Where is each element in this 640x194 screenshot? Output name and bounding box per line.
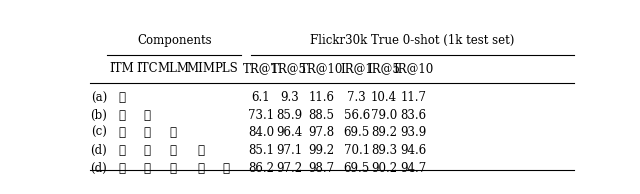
Text: (d): (d): [90, 144, 108, 157]
Text: ✓: ✓: [118, 144, 125, 157]
Text: 85.9: 85.9: [276, 109, 302, 122]
Text: 10.4: 10.4: [371, 91, 397, 105]
Text: 6.1: 6.1: [252, 91, 270, 105]
Text: (a): (a): [91, 91, 107, 105]
Text: 98.7: 98.7: [308, 162, 335, 175]
Text: 89.2: 89.2: [371, 126, 397, 139]
Text: ✓: ✓: [143, 144, 150, 157]
Text: ✓: ✓: [143, 109, 150, 122]
Text: ITC: ITC: [136, 62, 158, 75]
Text: ITM: ITM: [110, 62, 134, 75]
Text: 99.2: 99.2: [308, 144, 335, 157]
Text: Components: Components: [137, 34, 212, 47]
Text: ✓: ✓: [118, 162, 125, 175]
Text: 79.0: 79.0: [371, 109, 397, 122]
Text: 86.2: 86.2: [248, 162, 274, 175]
Text: MIM: MIM: [186, 62, 215, 75]
Text: 11.6: 11.6: [308, 91, 335, 105]
Text: IR@10: IR@10: [393, 62, 433, 75]
Text: 69.5: 69.5: [344, 162, 370, 175]
Text: ✓: ✓: [143, 126, 150, 139]
Text: 70.1: 70.1: [344, 144, 370, 157]
Text: 84.0: 84.0: [248, 126, 274, 139]
Text: 93.9: 93.9: [400, 126, 426, 139]
Text: (b): (b): [90, 109, 108, 122]
Text: TR@5: TR@5: [271, 62, 307, 75]
Text: 69.5: 69.5: [344, 126, 370, 139]
Text: 88.5: 88.5: [308, 109, 335, 122]
Text: ✓: ✓: [118, 109, 125, 122]
Text: 96.4: 96.4: [276, 126, 303, 139]
Text: 97.8: 97.8: [308, 126, 335, 139]
Text: 56.6: 56.6: [344, 109, 370, 122]
Text: TR@1: TR@1: [243, 62, 279, 75]
Text: ✓: ✓: [170, 162, 177, 175]
Text: 83.6: 83.6: [400, 109, 426, 122]
Text: 97.1: 97.1: [276, 144, 302, 157]
Text: (d): (d): [90, 162, 108, 175]
Text: 97.2: 97.2: [276, 162, 302, 175]
Text: MLM: MLM: [157, 62, 189, 75]
Text: PLS: PLS: [214, 62, 238, 75]
Text: TR@10: TR@10: [300, 62, 343, 75]
Text: IR@5: IR@5: [367, 62, 401, 75]
Text: 94.7: 94.7: [400, 162, 426, 175]
Text: (c): (c): [91, 126, 107, 139]
Text: ✓: ✓: [143, 162, 150, 175]
Text: IR@1: IR@1: [340, 62, 373, 75]
Text: ✓: ✓: [170, 144, 177, 157]
Text: ✓: ✓: [118, 126, 125, 139]
Text: 90.2: 90.2: [371, 162, 397, 175]
Text: 89.3: 89.3: [371, 144, 397, 157]
Text: 85.1: 85.1: [248, 144, 274, 157]
Text: 73.1: 73.1: [248, 109, 274, 122]
Text: Flickr30k True 0-shot (1k test set): Flickr30k True 0-shot (1k test set): [310, 34, 515, 47]
Text: ✓: ✓: [223, 162, 230, 175]
Text: 9.3: 9.3: [280, 91, 299, 105]
Text: ✓: ✓: [197, 162, 204, 175]
Text: 7.3: 7.3: [348, 91, 366, 105]
Text: ✓: ✓: [197, 144, 204, 157]
Text: 11.7: 11.7: [400, 91, 426, 105]
Text: 94.6: 94.6: [400, 144, 426, 157]
Text: ✓: ✓: [170, 126, 177, 139]
Text: ✓: ✓: [118, 91, 125, 105]
